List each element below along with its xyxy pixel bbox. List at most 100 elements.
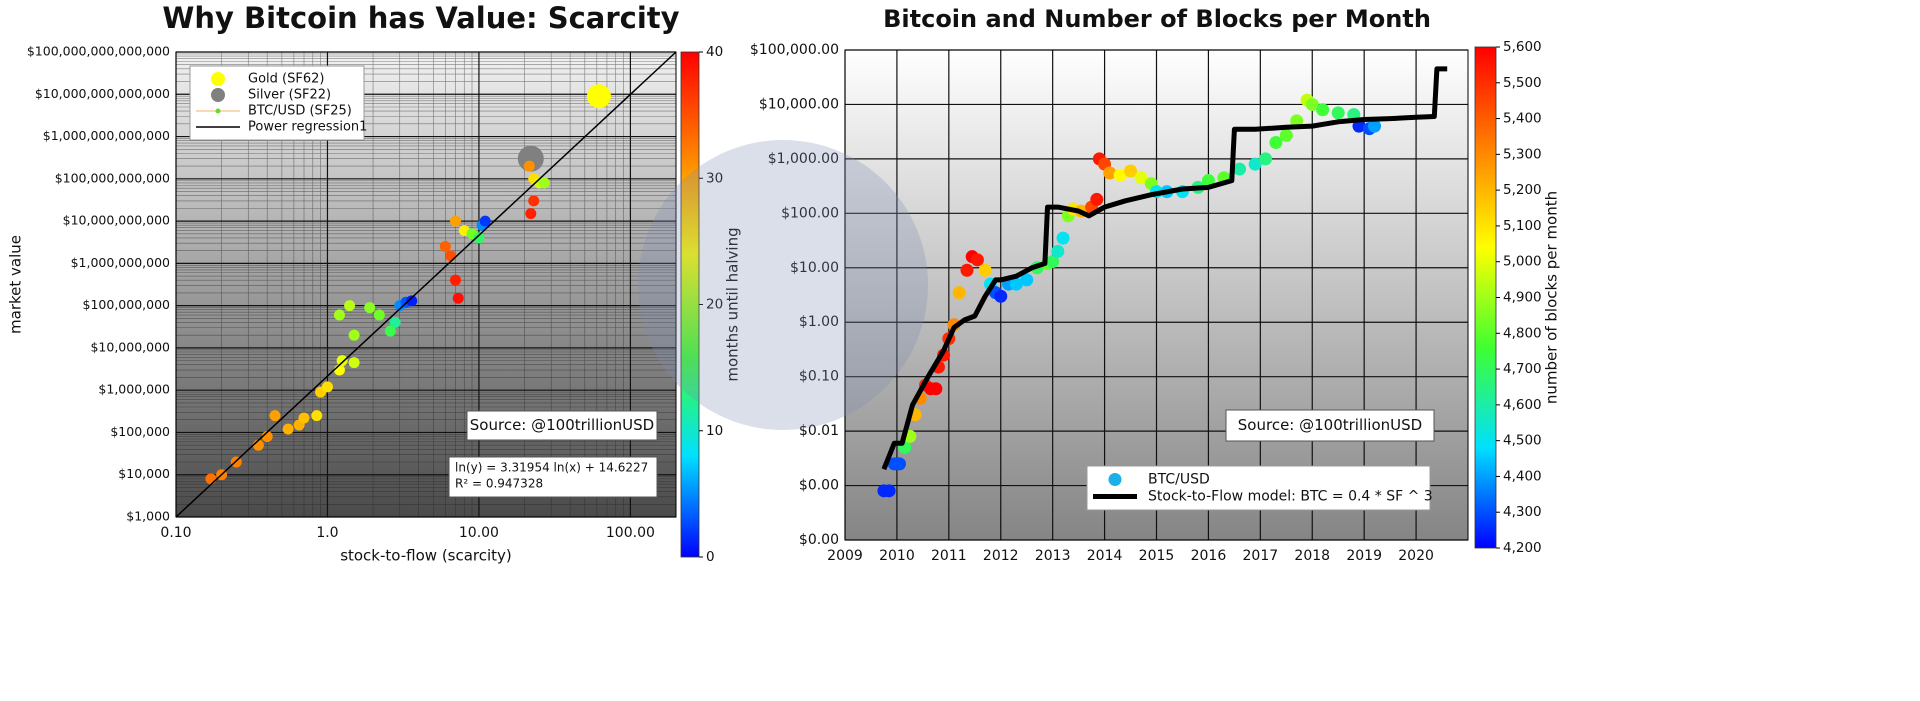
data-point [1352,119,1366,133]
x-tick-label: 1.0 [316,525,338,541]
legend-label: BTC/USD (SF25) [248,104,352,119]
data-point [445,250,457,262]
data-point [384,325,396,337]
data-point [882,484,896,498]
data-point [1201,174,1215,188]
data-point [1279,128,1293,142]
colorbar-label: number of blocks per month [1543,191,1561,404]
y-tick-label: $10,000,000,000 [63,213,170,228]
data-point [298,412,310,424]
data-point [1124,164,1138,178]
data-point [348,357,360,369]
colorbar-tick-label: 4,800 [1503,325,1542,341]
data-point [994,289,1008,303]
x-tick-label: 2011 [931,548,967,564]
data-point [333,364,345,376]
y-tick-label: $1,000.00 [768,151,839,167]
chart-title: Why Bitcoin has Value: Scarcity [162,1,679,35]
data-point [586,84,611,109]
y-tick-label: $10,000.00 [759,96,839,112]
data-point [1103,166,1117,180]
data-point [952,286,966,300]
colorbar-tick-label: 20 [706,297,723,313]
line-series [881,66,1448,471]
colorbar-tick-label: 5,500 [1503,75,1542,91]
line-series [175,51,677,518]
data-point [1305,97,1319,111]
data-point [282,423,294,435]
x-tick-label: 2015 [1139,548,1175,564]
x-tick-label: 2009 [827,548,863,564]
regression-text: ln(y) = 3.31954 ln(x) + 14.6227 [455,461,648,475]
data-point [344,300,356,312]
y-tick-label: $100,000,000,000 [55,170,170,185]
watermark [638,140,928,430]
colorbar-tick-label: 4,600 [1503,397,1542,413]
x-tick-label: 2019 [1346,548,1382,564]
y-tick-label: $10,000 [118,466,170,481]
plot-frame [844,49,1469,541]
colorbar-tick-label: 5,600 [1503,39,1542,55]
colorbar-tick-label: 40 [706,44,723,60]
x-tick-label: 2013 [1035,548,1071,564]
y-tick-label: $0.01 [799,423,839,439]
source-box [1225,409,1435,442]
data-point [525,208,537,220]
legend-marker [1108,473,1122,486]
data-point [364,302,376,314]
y-tick-label: $100,000 [110,424,170,439]
y-tick-label: $0.00 [799,532,839,548]
source-note: Source: @100trillionUSD [470,416,654,434]
data-point [1259,152,1273,166]
x-axis-label: stock-to-flow (scarcity) [340,547,512,565]
x-tick-label: 2010 [879,548,915,564]
colorbar-label: months until halving [724,227,742,381]
colorbar-tick-label: 5,100 [1503,218,1542,234]
regression-box [448,456,658,498]
y-axis-label: market value [7,235,25,334]
data-point [978,263,992,277]
plot-frame [175,51,677,518]
data-point [1113,168,1127,182]
data-point [269,410,281,422]
y-tick-label: $10,000,000 [90,339,170,354]
source-note: Source: @100trillionUSD [1238,416,1422,434]
x-tick-label: 2012 [983,548,1019,564]
colorbar-tick-label: 4,900 [1503,290,1542,306]
data-point [960,263,974,277]
y-tick-label: $100,000.00 [750,42,839,58]
data-point [1316,103,1330,117]
y-tick-label: $0.00 [799,478,839,494]
colorbar-tick-label: 4,300 [1503,504,1542,520]
colorbar-tick-label: 5,300 [1503,146,1542,162]
x-tick-label: 10.00 [459,525,499,541]
colorbar-tick-label: 4,700 [1503,361,1542,377]
legend-box [1086,465,1431,511]
data-point [1290,114,1304,128]
data-point [1368,119,1382,133]
colorbar-tick-label: 5,000 [1503,254,1542,270]
colorbar-tick-label: 30 [706,170,723,186]
y-tick-label: $10,000,000,000,000 [35,86,170,101]
x-tick-label: 2018 [1294,548,1330,564]
colorbar-tick-label: 4,400 [1503,468,1542,484]
x-tick-label: 0.10 [160,525,191,541]
data-point [1331,106,1345,120]
colorbar-tick-label: 5,200 [1503,182,1542,198]
data-point [373,309,385,321]
data-point [449,215,461,227]
colorbar [1474,46,1497,549]
legend-label: Stock-to-Flow model: BTC = 0.4 * SF ^ 3 [1148,489,1433,505]
data-point [479,215,491,227]
legend-label: BTC/USD [1148,472,1210,488]
colorbar-tick-label: 0 [706,549,715,565]
y-tick-label: $100,000,000 [83,297,171,312]
x-tick-label: 2016 [1191,548,1227,564]
legend-label: Power regression1 [248,120,367,135]
data-point [449,274,461,286]
legend-marker [211,88,225,102]
data-point [439,241,451,253]
x-tick-label: 2020 [1398,548,1434,564]
data-point [406,295,418,307]
data-point [1269,135,1283,149]
